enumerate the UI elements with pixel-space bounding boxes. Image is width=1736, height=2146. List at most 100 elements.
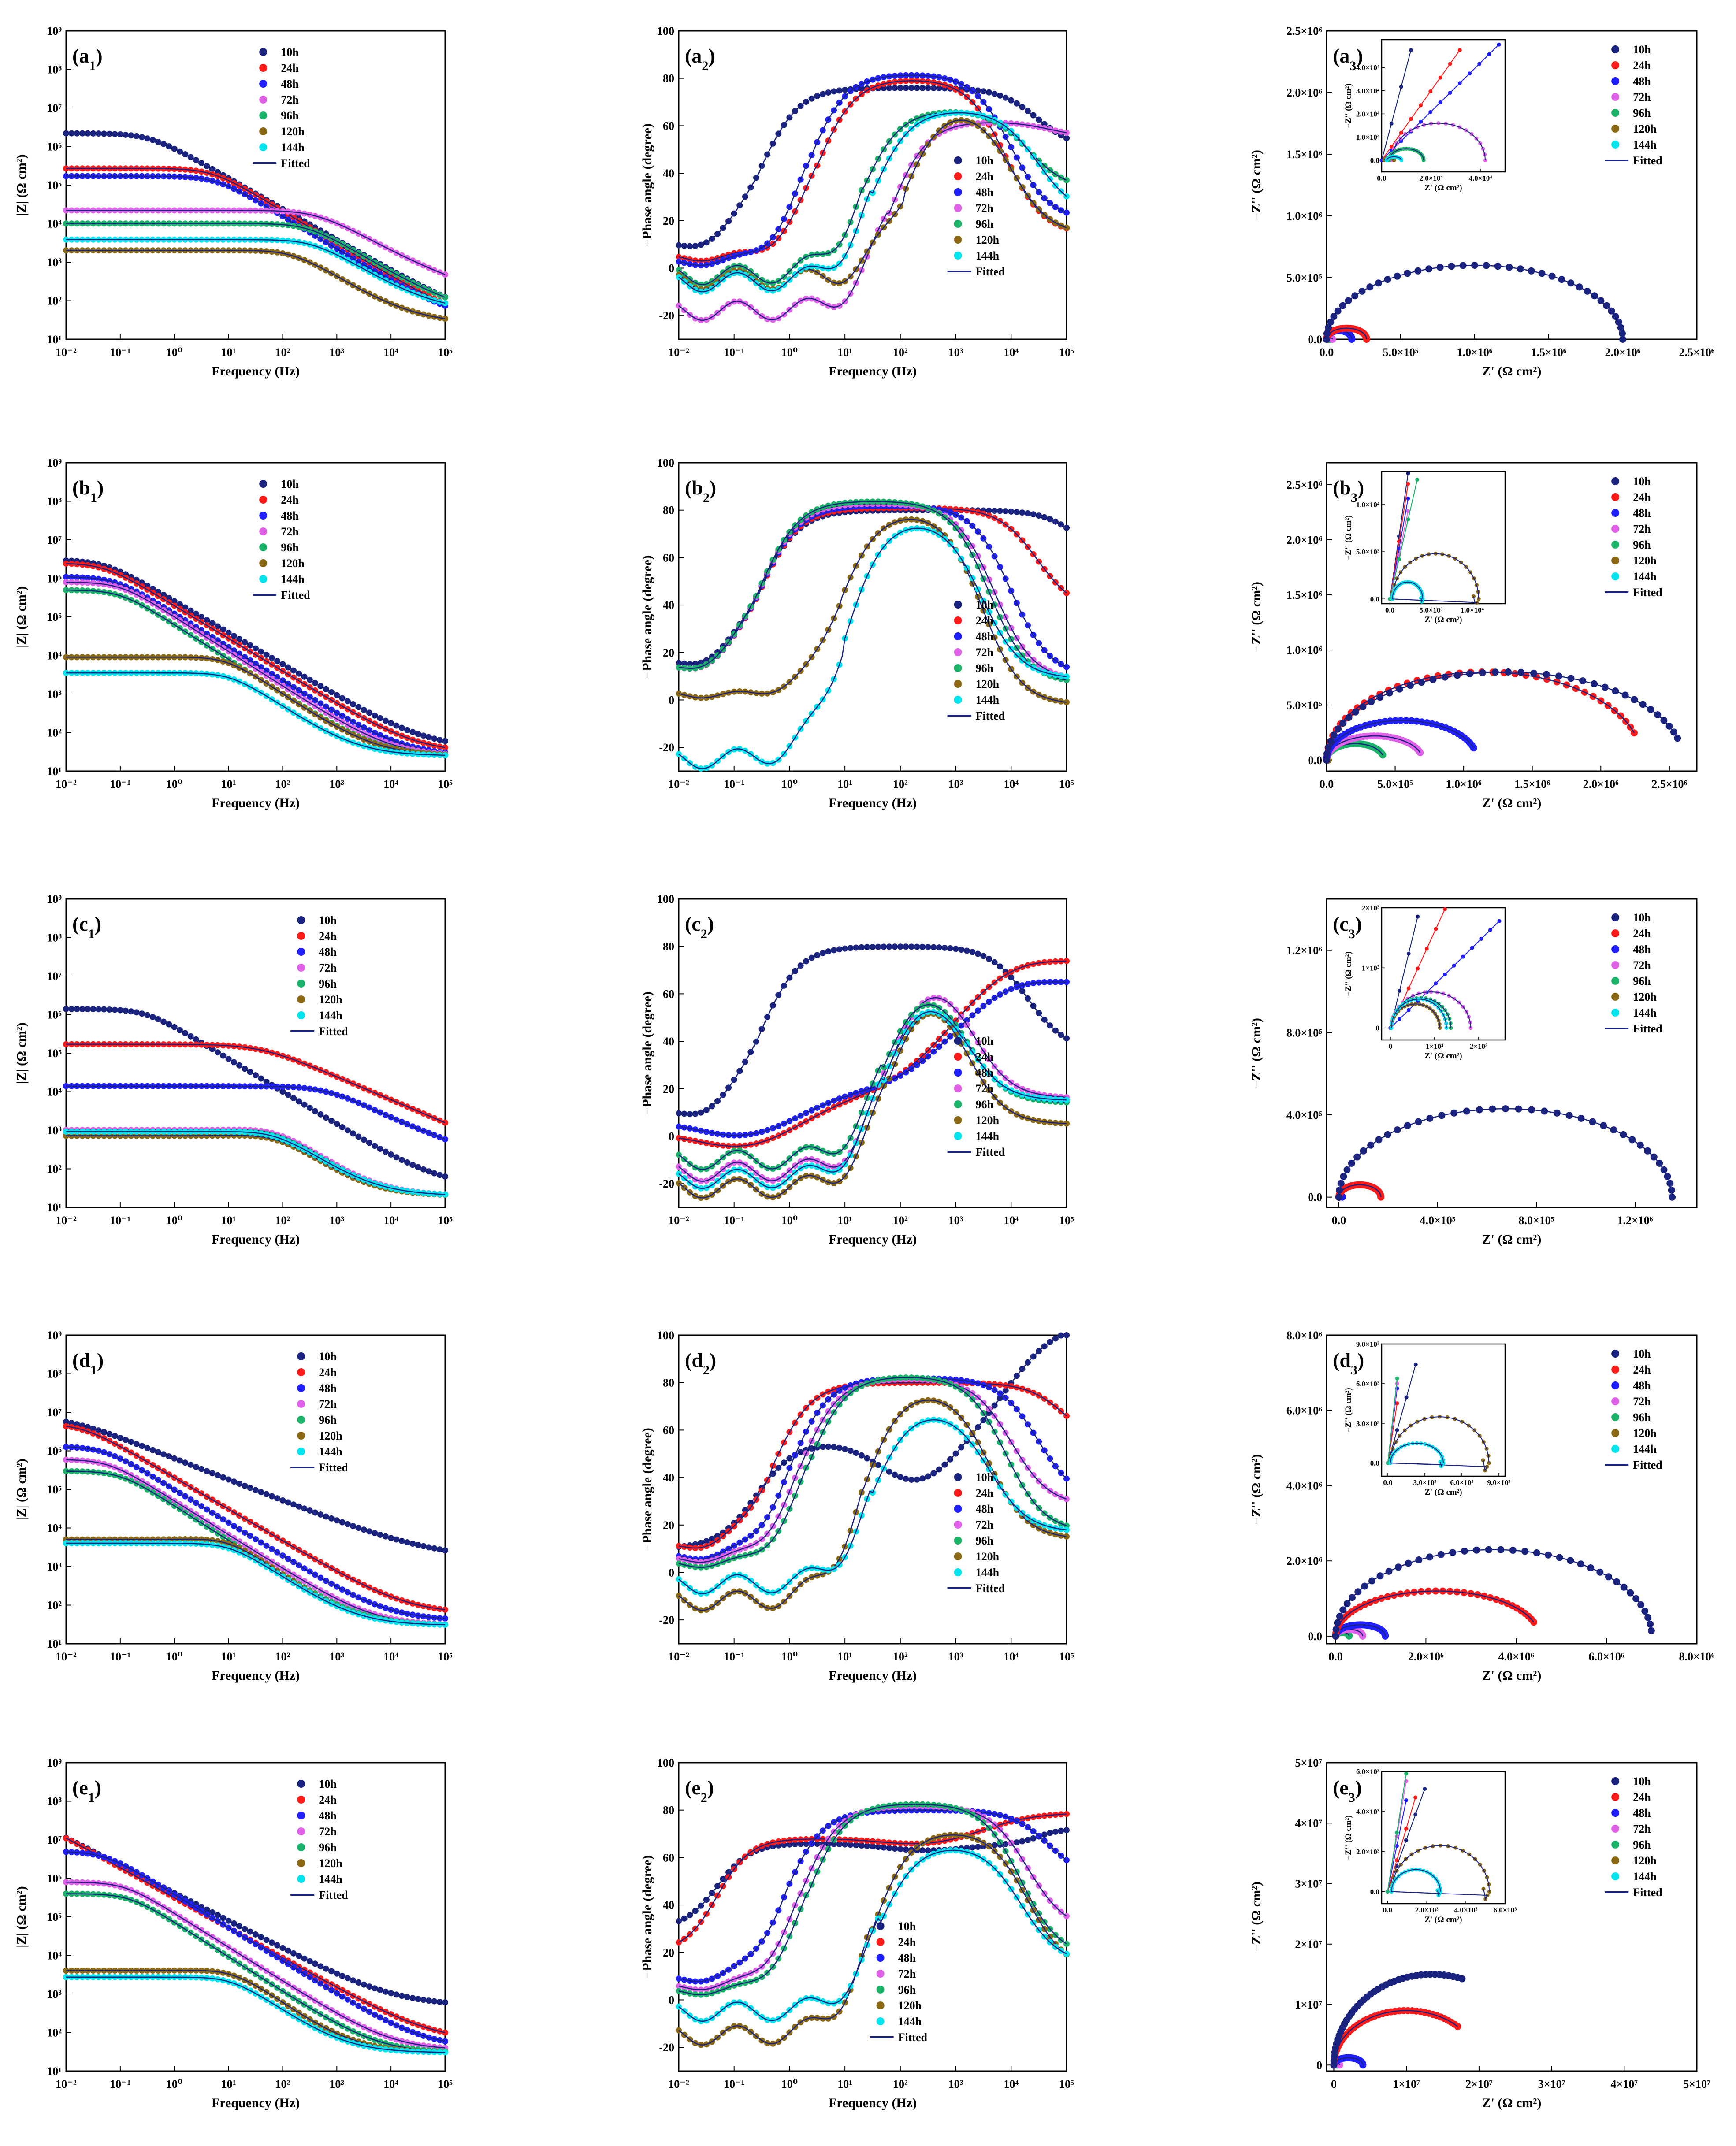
bode-magnitude-plot-b: 10⁻² 10⁻¹ 10⁰ 10¹ 10² 10³ 10⁴ 10⁵10¹10²10³10⁴10… bbox=[14, 457, 453, 810]
panel-label: (c3) bbox=[1333, 913, 1362, 941]
legend-label-10h: 10h bbox=[976, 1035, 994, 1047]
x-tick-label: 10⁵ bbox=[1059, 346, 1074, 359]
x-tick-label: 10⁻² bbox=[56, 1214, 77, 1227]
fit-line-72h bbox=[66, 210, 446, 275]
legend-label-24h: 24h bbox=[281, 494, 299, 506]
x-tick-label: 0.0 bbox=[1320, 778, 1334, 791]
y-tick-label: 80 bbox=[663, 504, 674, 517]
inset-x-axis-label: Z' (Ω cm²) bbox=[1424, 183, 1462, 193]
fit-line-10h bbox=[1326, 264, 1624, 340]
x-tick-label: 10¹ bbox=[837, 778, 852, 791]
legend-label-fitted: Fitted bbox=[976, 709, 1005, 722]
y-axis-label: −Phase angle (degree) bbox=[640, 555, 654, 679]
legend-marker-10h bbox=[1611, 913, 1620, 921]
x-tick-label: 10³ bbox=[329, 1650, 344, 1663]
x-axis-label: Z' (Ω cm²) bbox=[1482, 1232, 1542, 1247]
panel-label: (b1) bbox=[72, 476, 104, 505]
legend-marker-144h bbox=[1611, 572, 1620, 580]
x-tick-label: 10² bbox=[275, 1650, 290, 1663]
series-144h bbox=[63, 236, 448, 306]
x-tick-label: 1.5×10⁶ bbox=[1514, 778, 1550, 791]
y-tick-label: 10⁹ bbox=[47, 893, 62, 906]
y-tick-label: 2.0×10⁶ bbox=[1286, 86, 1322, 99]
y-tick-label: 5.0×10⁵ bbox=[1286, 271, 1322, 284]
legend-marker-96h bbox=[259, 543, 268, 551]
x-tick-label: 10⁴ bbox=[383, 1650, 398, 1663]
y-tick-label: 10¹ bbox=[47, 333, 62, 346]
x-tick-label: 2.0×10⁶ bbox=[1605, 346, 1640, 359]
legend-label-144h: 144h bbox=[976, 249, 1000, 262]
x-tick-label: 10² bbox=[893, 1214, 908, 1227]
legend-label-96h: 96h bbox=[1633, 538, 1651, 551]
inset-x-tick-label: 1×10³ bbox=[1426, 1042, 1443, 1051]
y-tick-label: 10⁴ bbox=[47, 1522, 62, 1535]
x-tick-label: 8.0×10⁵ bbox=[1518, 1214, 1554, 1227]
plot-frame bbox=[65, 462, 446, 772]
x-tick-label: 0.0 bbox=[1320, 346, 1334, 359]
y-tick-label: 20 bbox=[663, 215, 674, 227]
y-tick-label: 20 bbox=[663, 1083, 674, 1095]
y-tick-label: 10² bbox=[47, 295, 62, 308]
x-tick-label: 10⁵ bbox=[438, 1214, 453, 1227]
inset-x-tick-label: 2.0×10⁴ bbox=[1419, 174, 1442, 182]
x-tick-label: 10⁵ bbox=[438, 346, 453, 359]
x-tick-label: 10⁰ bbox=[166, 778, 182, 791]
bode-phase-plot-c: 10⁻² 10⁻¹ 10⁰ 10¹ 10² 10³ 10⁴ 10⁵-2002040608010… bbox=[640, 893, 1074, 1247]
legend-marker-72h bbox=[1611, 961, 1620, 969]
legend-label-144h: 144h bbox=[1633, 1006, 1657, 1019]
legend-marker-48h bbox=[1611, 77, 1620, 85]
legend-marker-24h bbox=[954, 1053, 962, 1061]
y-tick-label: 10³ bbox=[47, 688, 62, 701]
nyquist-plot-b: 0.0 5.0×10⁵ 1.0×10⁶ 1.5×10⁶ 2.0×10⁶ 2.5×10⁶0.… bbox=[1249, 462, 1698, 810]
legend-marker-144h bbox=[259, 575, 268, 583]
y-tick-label: 0 bbox=[669, 262, 674, 275]
x-tick-label: 10⁴ bbox=[1004, 346, 1019, 359]
y-tick-label: 0 bbox=[669, 1130, 674, 1143]
y-tick-label: 60 bbox=[663, 119, 674, 132]
legend-marker-24h bbox=[259, 64, 268, 72]
x-tick-label: 10⁰ bbox=[166, 346, 182, 359]
y-tick-label: 10⁵ bbox=[47, 179, 62, 192]
legend-label-10h: 10h bbox=[281, 46, 299, 59]
x-tick-label: 1.5×10⁶ bbox=[1531, 346, 1566, 359]
legend-marker-24h bbox=[297, 932, 305, 940]
legend-marker-24h bbox=[954, 616, 962, 624]
x-tick-label: 10⁻¹ bbox=[110, 778, 131, 791]
legend-label-72h: 72h bbox=[1633, 523, 1651, 535]
x-tick-label: 10³ bbox=[948, 346, 963, 359]
legend-marker-24h bbox=[1611, 61, 1620, 69]
legend-marker-72h bbox=[954, 204, 962, 212]
legend-label-24h: 24h bbox=[1633, 491, 1651, 504]
x-tick-label: 10⁻² bbox=[56, 1650, 77, 1663]
y-axis-label: |Z| (Ω cm²) bbox=[14, 586, 29, 648]
legend-label-48h: 48h bbox=[319, 946, 337, 958]
y-axis-label: −Phase angle (degree) bbox=[640, 991, 654, 1115]
y-tick-label: 4.0×10⁵ bbox=[1286, 1109, 1322, 1121]
y-tick-label: 10⁴ bbox=[47, 1086, 62, 1099]
panel-label: (c2) bbox=[685, 913, 714, 941]
plot-frame bbox=[65, 898, 446, 1208]
legend-label-48h: 48h bbox=[281, 78, 299, 90]
y-tick-label: 10³ bbox=[47, 256, 62, 269]
legend-label-fitted: Fitted bbox=[976, 1146, 1005, 1158]
panel-label: (b2) bbox=[685, 476, 716, 505]
x-tick-label: 10⁻¹ bbox=[110, 1214, 131, 1227]
y-tick-label: 10⁷ bbox=[47, 970, 62, 983]
y-tick-label: 1.2×10⁶ bbox=[1286, 944, 1322, 957]
fit-line-96h bbox=[678, 111, 1067, 286]
x-tick-label: 1.2×10⁶ bbox=[1617, 1214, 1653, 1227]
y-tick-label: 80 bbox=[663, 940, 674, 953]
y-tick-label: 100 bbox=[657, 457, 674, 469]
x-tick-label: 10¹ bbox=[221, 346, 236, 359]
y-tick-label: 10² bbox=[47, 1599, 62, 1612]
legend-marker-96h bbox=[297, 980, 305, 988]
x-tick-label: 10⁻¹ bbox=[110, 1650, 131, 1663]
legend-label-48h: 48h bbox=[976, 1066, 994, 1079]
legend-marker-120h bbox=[1611, 125, 1620, 133]
legend-marker-96h bbox=[954, 220, 962, 228]
y-tick-label: 10⁸ bbox=[47, 63, 62, 76]
y-tick-label: 40 bbox=[663, 167, 674, 180]
